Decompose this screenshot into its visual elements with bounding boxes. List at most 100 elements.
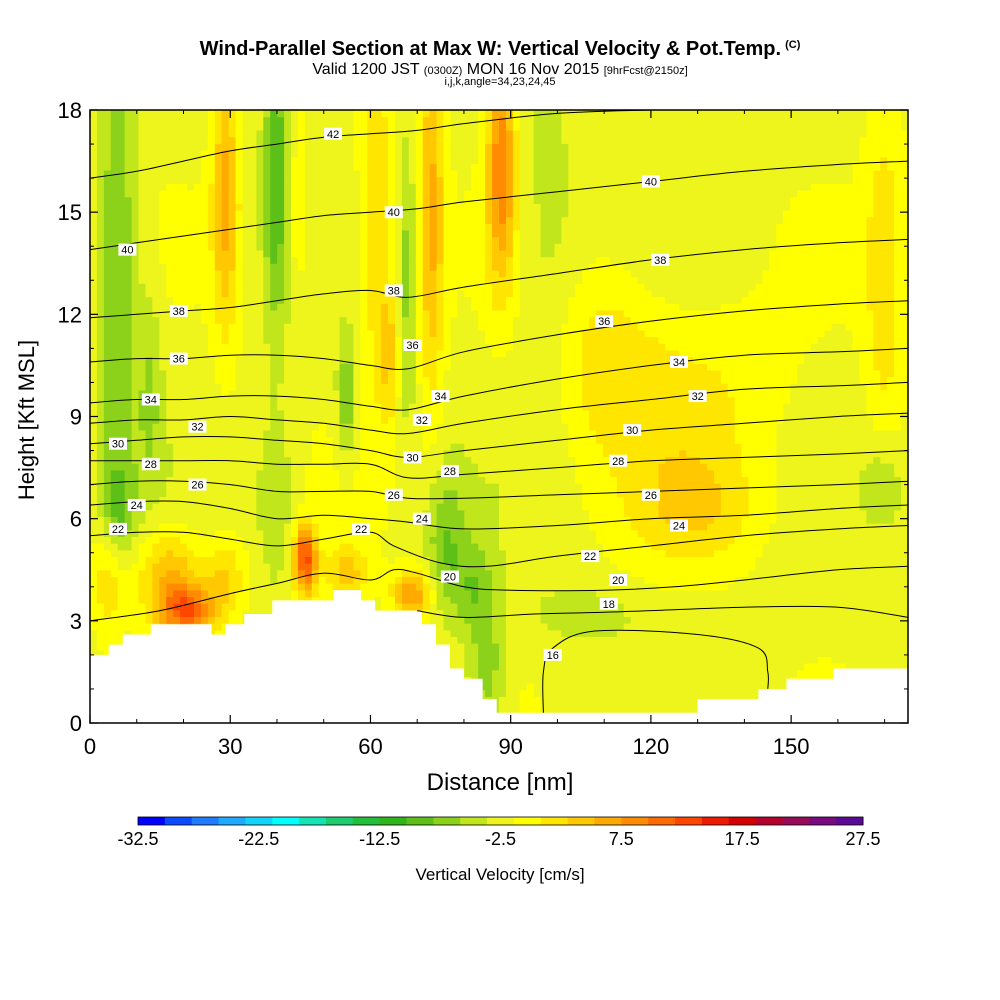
field-cell	[367, 296, 375, 304]
field-cell	[388, 449, 396, 458]
field-cell	[131, 303, 140, 311]
field-cell	[346, 563, 355, 571]
field-cell	[311, 349, 320, 358]
field-cell	[408, 483, 417, 491]
field-cell	[263, 369, 271, 378]
field-cell	[221, 256, 230, 264]
field-cell	[159, 249, 167, 258]
field-cell	[131, 389, 140, 398]
field-cell	[117, 323, 126, 331]
field-cell	[457, 483, 465, 491]
field-cell	[408, 256, 417, 264]
field-cell	[436, 403, 445, 411]
field-cell	[110, 110, 119, 118]
field-cell	[124, 489, 133, 498]
field-cell	[200, 543, 209, 551]
field-cell	[228, 569, 237, 578]
field-cell	[256, 489, 264, 498]
field-cell	[263, 576, 271, 584]
field-cell	[214, 443, 223, 451]
field-cell	[145, 203, 153, 211]
field-cell	[138, 243, 147, 251]
field-cell	[221, 503, 230, 511]
field-cell	[291, 596, 299, 604]
field-cell	[429, 216, 438, 224]
field-cell	[221, 289, 230, 298]
field-cell	[422, 263, 431, 271]
field-cell	[457, 176, 465, 184]
field-cell	[325, 256, 334, 264]
field-cell	[408, 149, 417, 158]
field-cell	[103, 309, 112, 318]
field-cell	[138, 576, 147, 584]
field-cell	[408, 436, 417, 444]
field-cell	[263, 496, 271, 504]
field-cell	[277, 189, 285, 198]
field-cell	[214, 623, 223, 631]
field-cell	[457, 209, 465, 218]
field-cell	[367, 216, 375, 224]
field-cell	[235, 276, 244, 284]
field-cell	[221, 523, 230, 531]
field-cell	[408, 283, 417, 291]
field-cell	[228, 456, 237, 464]
field-cell	[311, 329, 320, 338]
field-cell	[235, 556, 244, 564]
field-cell	[415, 603, 424, 611]
field-cell	[381, 176, 389, 184]
field-cell	[152, 409, 160, 418]
field-cell	[166, 216, 174, 224]
field-cell	[304, 223, 313, 231]
field-cell	[304, 336, 313, 344]
field-cell	[270, 269, 278, 278]
field-cell	[332, 496, 341, 504]
field-cell	[263, 329, 271, 338]
field-cell	[235, 189, 244, 198]
field-cell	[415, 283, 424, 291]
field-cell	[138, 429, 147, 438]
field-cell	[256, 303, 264, 311]
field-cell	[332, 543, 341, 551]
field-cell	[311, 369, 320, 378]
field-cell	[367, 549, 375, 558]
field-cell	[214, 569, 223, 578]
chart-title: Wind-Parallel Section at Max W: Vertical…	[0, 38, 1000, 61]
field-cell	[249, 583, 257, 591]
field-cell	[374, 429, 382, 438]
field-cell	[200, 563, 209, 571]
field-cell	[443, 303, 452, 311]
field-cell	[263, 283, 271, 291]
field-cell	[159, 449, 167, 458]
field-cell	[207, 229, 216, 238]
field-cell	[304, 523, 313, 531]
field-cell	[207, 263, 216, 271]
field-cell	[367, 243, 375, 251]
field-cell	[138, 110, 147, 118]
field-cell	[207, 476, 216, 484]
field-cell	[90, 536, 98, 544]
field-cell	[235, 343, 244, 351]
field-cell	[388, 423, 396, 431]
field-cell	[152, 296, 160, 304]
field-cell	[242, 503, 251, 511]
field-cell	[228, 536, 237, 544]
field-cell	[207, 596, 216, 604]
field-cell	[457, 349, 465, 358]
field-cell	[270, 443, 278, 451]
field-cell	[207, 289, 216, 298]
field-cell	[256, 336, 264, 344]
field-cell	[353, 509, 361, 518]
field-cell	[436, 469, 445, 478]
field-cell	[235, 396, 244, 404]
field-cell	[401, 563, 410, 571]
field-cell	[408, 543, 417, 551]
field-cell	[138, 549, 147, 558]
field-cell	[443, 549, 452, 558]
field-cell	[395, 416, 403, 424]
field-cell	[443, 589, 452, 597]
field-cell	[256, 403, 264, 411]
field-cell	[450, 196, 458, 204]
field-cell	[325, 223, 334, 231]
field-cell	[367, 123, 375, 131]
field-cell	[436, 183, 445, 191]
